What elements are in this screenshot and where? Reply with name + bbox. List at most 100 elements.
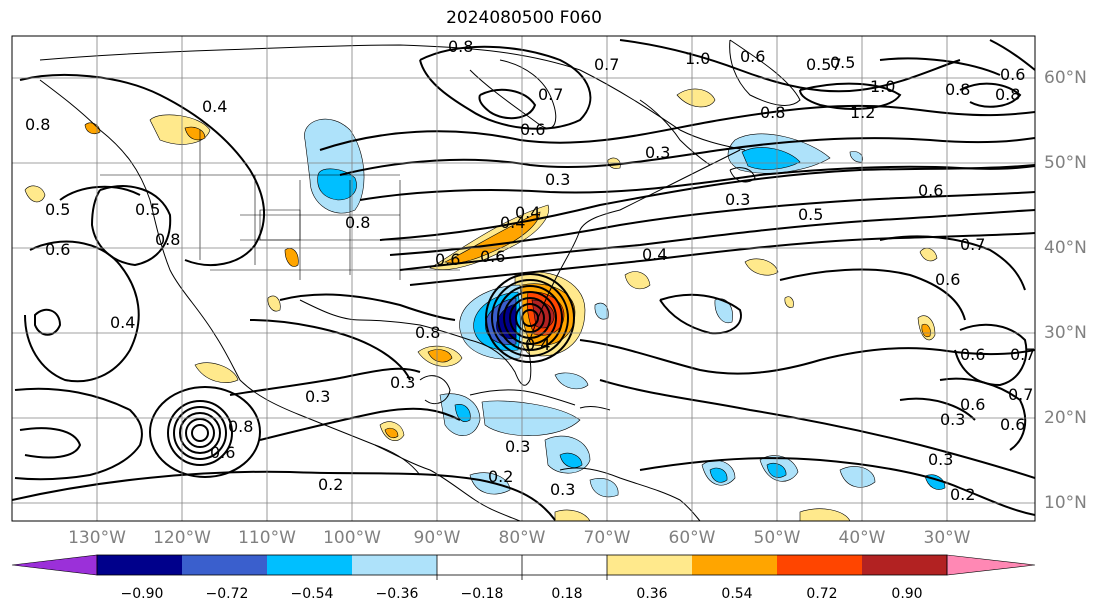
svg-text:0.6: 0.6 [960, 395, 985, 414]
lat-label: 30°N [1044, 323, 1087, 343]
svg-text:0.3: 0.3 [545, 170, 570, 189]
colorbar-bin-1 [97, 555, 182, 575]
colorbar-bin-8 [692, 555, 777, 575]
svg-text:0.6: 0.6 [210, 443, 235, 462]
lon-label: 80°W [498, 528, 546, 548]
svg-text:0.6: 0.6 [520, 120, 545, 139]
svg-text:0.8: 0.8 [345, 213, 370, 232]
lat-label: 10°N [1044, 493, 1087, 513]
map-frame [11, 35, 1036, 522]
svg-text:0.5: 0.5 [135, 200, 160, 219]
colorbar-tick: −0.18 [460, 586, 504, 602]
svg-text:0.3: 0.3 [550, 480, 575, 499]
lon-label: 30°W [923, 528, 971, 548]
contour-labels: 0.8 1.0 0.7 0.57 0.6 0.4 0.8 0.7 0.6 1.0… [25, 37, 1035, 504]
map-title: 2024080500 F060 [446, 8, 602, 28]
colorbar-tick: 0.72 [806, 586, 838, 602]
lon-label: 110°W [238, 528, 296, 548]
contours [12, 39, 1035, 521]
svg-text:0.8: 0.8 [995, 85, 1020, 104]
atlantic-coast [527, 149, 741, 346]
svg-text:0.8: 0.8 [228, 417, 253, 436]
colorbar-bin-5 [437, 555, 522, 575]
svg-text:0.5: 0.5 [45, 200, 70, 219]
svg-text:0.3: 0.3 [645, 143, 670, 162]
colorbar-bin-6 [522, 555, 607, 575]
svg-text:1.2: 1.2 [850, 103, 875, 122]
colorbar-tick: −0.36 [375, 586, 419, 602]
svg-text:0.6: 0.6 [1000, 415, 1025, 434]
svg-text:0.4: 0.4 [642, 245, 667, 264]
lon-label: 40°W [838, 528, 886, 548]
colorbar-tick: −0.54 [290, 586, 334, 602]
colorbar-bin-4 [352, 555, 437, 575]
west-coast-na [39, 79, 421, 476]
lon-label: 70°W [583, 528, 631, 548]
svg-text:0.7: 0.7 [538, 85, 563, 104]
lat-label: 20°N [1044, 408, 1087, 428]
svg-text:0.4: 0.4 [525, 335, 550, 354]
svg-text:0.57: 0.57 [806, 55, 842, 74]
lat-label: 60°N [1044, 68, 1087, 88]
svg-text:0.2: 0.2 [488, 467, 513, 486]
svg-text:0.8: 0.8 [25, 115, 50, 134]
colorbar-tick: 0.18 [551, 586, 583, 602]
svg-text:0.2: 0.2 [318, 475, 343, 494]
lon-label: 100°W [323, 528, 381, 548]
colorbar-tick: 0.36 [636, 586, 668, 602]
svg-text:0.7: 0.7 [594, 55, 619, 74]
svg-text:0.4: 0.4 [110, 313, 135, 332]
colorbar-bin-2 [182, 555, 267, 575]
svg-text:0.5: 0.5 [798, 205, 823, 224]
svg-text:0.3: 0.3 [390, 373, 415, 392]
graticule [12, 36, 1035, 521]
svg-text:1.0: 1.0 [870, 77, 895, 96]
svg-text:0.7: 0.7 [1008, 385, 1033, 404]
svg-text:0.6: 0.6 [480, 247, 505, 266]
lon-label: 90°W [413, 528, 461, 548]
lon-label: 50°W [753, 528, 801, 548]
colorbar [11, 554, 1036, 580]
svg-text:0.4: 0.4 [500, 213, 525, 232]
colorbar-extend-low [11, 554, 98, 576]
lat-label: 50°N [1044, 153, 1087, 173]
colorbar-bin-3 [267, 555, 352, 575]
svg-text:0.3: 0.3 [928, 450, 953, 469]
svg-text:0.3: 0.3 [505, 437, 530, 456]
svg-text:0.6: 0.6 [740, 47, 765, 66]
gulf-coast [299, 299, 532, 386]
greenland [729, 39, 801, 106]
svg-text:0.4: 0.4 [515, 203, 540, 222]
svg-text:0.6: 0.6 [918, 181, 943, 200]
hudson-bay [469, 59, 557, 129]
lon-label: 60°W [668, 528, 716, 548]
svg-text:0.6: 0.6 [45, 240, 70, 259]
svg-text:0.8: 0.8 [945, 80, 970, 99]
lon-label: 130°W [68, 528, 126, 548]
coastlines [39, 39, 801, 521]
svg-text:1.0: 1.0 [685, 49, 710, 68]
hispaniola [579, 406, 611, 411]
colorbar-tick: 0.90 [891, 586, 923, 602]
shading-midatlantic-band [429, 204, 550, 270]
colorbar-bin-9 [777, 555, 862, 575]
svg-text:0.8: 0.8 [760, 103, 785, 122]
svg-text:0.8: 0.8 [155, 230, 180, 249]
colorbar-bin-7 [607, 555, 692, 575]
colorbar-tick: −0.72 [205, 586, 249, 602]
shaded-anomalies [24, 88, 946, 521]
colorbar-bin-10 [862, 555, 947, 575]
svg-text:0.7: 0.7 [960, 235, 985, 254]
lon-label: 120°W [153, 528, 211, 548]
svg-text:0.6: 0.6 [435, 250, 460, 269]
svg-text:0.3: 0.3 [940, 410, 965, 429]
svg-text:0.5: 0.5 [830, 53, 855, 72]
colorbar-tick: 0.54 [721, 586, 753, 602]
central-america [374, 444, 521, 521]
svg-text:0.8: 0.8 [415, 323, 440, 342]
svg-text:0.6: 0.6 [1000, 65, 1025, 84]
colorbar-extend-high [946, 554, 1036, 576]
colorbar-tick: −0.90 [120, 586, 164, 602]
svg-text:0.3: 0.3 [725, 190, 750, 209]
